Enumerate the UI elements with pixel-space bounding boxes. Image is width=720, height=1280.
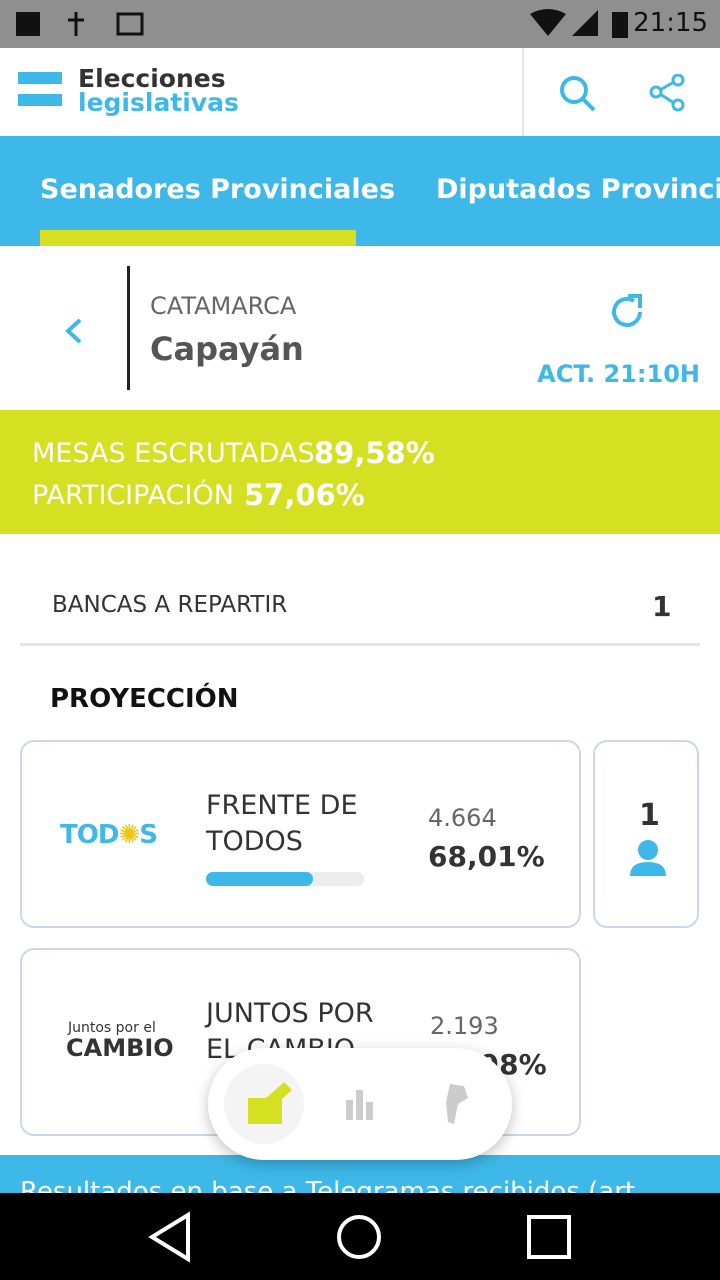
- logo-text: TOD: [60, 820, 119, 850]
- votes: 4.664: [428, 804, 497, 832]
- tab[interactable]: Diputados Provinciales: [436, 174, 720, 205]
- stat-value: 57,06%: [244, 478, 365, 512]
- chart-icon[interactable]: [344, 1088, 376, 1120]
- stat-value: 89,58%: [314, 436, 435, 470]
- back-button[interactable]: [62, 316, 86, 346]
- tab[interactable]: Senadores Provinciales: [40, 174, 396, 205]
- floating-nav: [208, 1048, 512, 1160]
- app-title: Elecciones: [78, 64, 226, 93]
- map-icon[interactable]: [442, 1082, 472, 1126]
- status-icons: [16, 12, 144, 36]
- tab-indicator: [40, 230, 356, 246]
- status-bar: 21:15: [0, 0, 720, 48]
- vote-icon: [248, 1082, 292, 1124]
- department: Capayán: [150, 330, 304, 368]
- sun: ✺: [118, 820, 140, 850]
- stat-label: PARTICIPACIÓN: [32, 480, 234, 511]
- time: 21:15: [633, 8, 708, 38]
- progress-track: [206, 872, 364, 886]
- divider: [127, 266, 130, 390]
- footer: Resultados en base a Telegramas recibido…: [0, 1155, 720, 1193]
- divider: [20, 643, 700, 646]
- seats-value: 1: [652, 590, 672, 623]
- logo-text: Juntos por el: [68, 1020, 156, 1036]
- app-header: Elecciones legislativas: [0, 48, 720, 136]
- seats-label: BANCAS A REPARTIR: [52, 592, 288, 618]
- app-subtitle: legislativas: [78, 88, 239, 117]
- stats-band: MESAS ESCRUTADAS 89,58% PARTICIPACIÓN 57…: [0, 410, 720, 534]
- logo-mark: [18, 94, 62, 106]
- province: CATAMARCA: [150, 292, 297, 320]
- divider: [522, 48, 524, 136]
- party-logo: TOD✺S: [60, 820, 158, 850]
- section-title: PROYECCIÓN: [50, 684, 239, 714]
- logo-text: S: [139, 820, 158, 850]
- signal-icons: [530, 9, 628, 38]
- votes: 2.193: [430, 1012, 499, 1040]
- tab-bar: Senadores Provinciales Diputados Provinc…: [0, 136, 720, 246]
- share-button[interactable]: [648, 74, 688, 114]
- location-panel: CATAMARCA Capayán ACT. 21:10H: [0, 246, 720, 410]
- progress-bar: [206, 872, 314, 886]
- system-nav[interactable]: [0, 1193, 720, 1280]
- party-card[interactable]: TOD✺S FRENTE DE TODOS 4.664 68,01%: [20, 740, 581, 928]
- refresh-button[interactable]: [608, 292, 648, 332]
- logo-text: CAMBIO: [66, 1034, 174, 1062]
- logo-mark: [18, 72, 62, 84]
- percent: 68,01%: [428, 840, 545, 873]
- person-icon: [630, 840, 666, 876]
- nav-bar: [0, 1193, 720, 1280]
- seat-card: 1: [593, 740, 699, 928]
- update-time: ACT. 21:10H: [537, 360, 700, 388]
- search-button[interactable]: [558, 74, 598, 114]
- party-name: FRENTE DE TODOS: [206, 790, 358, 857]
- footer-note: Resultados en base a Telegramas recibido…: [20, 1177, 636, 1193]
- stat-label: MESAS ESCRUTADAS: [32, 438, 315, 469]
- seat-count: 1: [639, 798, 660, 833]
